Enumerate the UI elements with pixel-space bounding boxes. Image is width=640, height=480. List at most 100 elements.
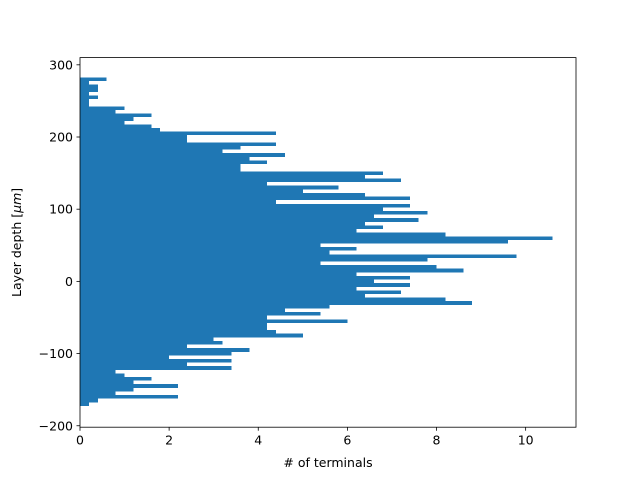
bar [80, 225, 384, 230]
bar [80, 301, 473, 305]
bar [80, 196, 410, 201]
bar [80, 91, 89, 96]
bar [80, 102, 89, 107]
x-tick-label: 10 [518, 433, 534, 448]
bar [80, 275, 410, 280]
bar [80, 160, 268, 165]
bar [80, 77, 107, 82]
bar [80, 373, 125, 378]
bar [80, 192, 366, 197]
bar [80, 315, 268, 320]
bar [80, 207, 384, 211]
bar [80, 178, 401, 183]
bar [80, 254, 517, 258]
y-tick-label: 0 [65, 274, 73, 289]
bar [80, 330, 277, 334]
x-tick-label: 8 [433, 433, 441, 448]
bar [80, 142, 277, 147]
bar [80, 236, 553, 240]
bar [80, 387, 134, 392]
bar [80, 297, 446, 302]
bar [80, 283, 410, 287]
bar [80, 95, 98, 100]
bar [80, 380, 134, 385]
bar [80, 167, 241, 172]
bar [80, 348, 250, 352]
bar [80, 200, 277, 204]
x-axis: 0 2 4 6 8 10 [76, 427, 534, 448]
bar [80, 333, 303, 338]
y-axis-label-unit: μm [9, 193, 24, 214]
bar [80, 319, 348, 323]
bar [80, 239, 508, 244]
bar [80, 232, 446, 237]
bar [80, 377, 152, 381]
x-tick-label: 6 [343, 433, 351, 448]
bar [80, 308, 285, 313]
bar [80, 247, 357, 251]
bar [80, 398, 98, 403]
x-tick-label: 2 [165, 433, 173, 448]
bar [80, 257, 428, 262]
bar [80, 81, 89, 85]
bar [80, 312, 321, 316]
bar [80, 358, 232, 363]
bar [80, 174, 366, 179]
bar [80, 113, 152, 118]
plot-frame [79, 57, 577, 428]
bar [80, 268, 464, 273]
bar [80, 337, 214, 341]
y-tick-label: 300 [49, 57, 73, 72]
bar [80, 88, 98, 92]
bar [80, 395, 179, 399]
bar [80, 322, 268, 327]
y-axis-label-prefix: Layer depth [ [9, 213, 24, 297]
bar [80, 146, 241, 150]
bar [80, 182, 268, 186]
bar [80, 189, 303, 193]
bar [80, 156, 250, 161]
bar [80, 221, 366, 226]
bar [80, 286, 357, 291]
bar [80, 279, 375, 284]
bar [80, 261, 321, 266]
bar [80, 265, 437, 269]
x-axis-label: # of terminals [283, 455, 372, 470]
bar [80, 369, 116, 374]
bar [80, 214, 375, 219]
bar [80, 138, 187, 143]
y-tick-label: 100 [49, 202, 73, 217]
bar [80, 243, 321, 248]
bar [80, 402, 89, 406]
bar [80, 355, 170, 359]
x-tick-label: 0 [76, 433, 84, 448]
y-tick-label: −200 [39, 418, 73, 433]
y-axis: −200 −100 0 100 200 300 [39, 57, 80, 433]
bar [80, 326, 268, 331]
bar [80, 362, 187, 367]
bar [80, 229, 357, 233]
bar [80, 127, 161, 132]
bar [80, 366, 232, 370]
bar [80, 272, 357, 276]
bar [80, 124, 152, 128]
x-tick-label: 4 [254, 433, 262, 448]
y-tick-label: −100 [39, 346, 73, 361]
bar [80, 171, 384, 175]
y-axis-label: Layer depth [μm] [9, 188, 24, 297]
y-axis-label-suffix: ] [9, 188, 24, 193]
bar [80, 391, 116, 396]
bars-group [80, 77, 553, 406]
bar [80, 304, 330, 309]
bar [80, 210, 428, 215]
bar [80, 294, 366, 298]
bar [80, 131, 277, 136]
bar [80, 149, 223, 154]
bar [80, 117, 134, 121]
bar [80, 218, 419, 222]
bar [80, 120, 125, 125]
bar [80, 109, 116, 114]
bar [80, 290, 401, 295]
bar [80, 135, 187, 139]
